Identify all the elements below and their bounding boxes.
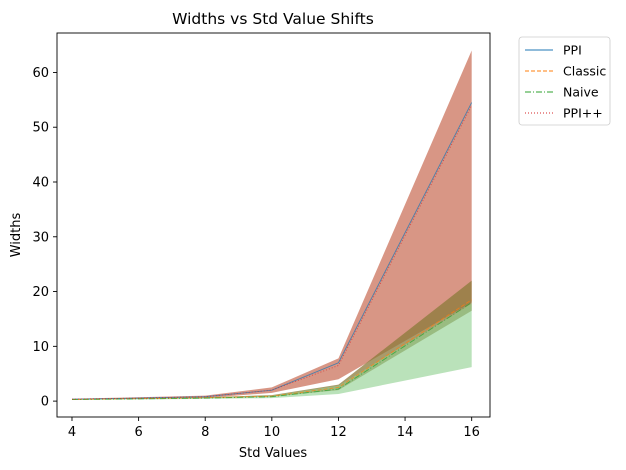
x-tick-label: 6: [134, 425, 142, 440]
legend-label: Naive: [563, 85, 599, 100]
chart-title: Widths vs Std Value Shifts: [172, 10, 374, 28]
legend-frame: [518, 36, 611, 126]
line-ppi: [71, 102, 473, 400]
x-axis-label: Std Values: [239, 446, 307, 461]
plot-frame: [56, 32, 491, 418]
legend-label: PPI++: [563, 106, 603, 121]
y-tick-label: 40: [32, 175, 49, 190]
y-tick-label: 0: [41, 395, 49, 410]
x-tick-label: 16: [463, 425, 480, 440]
y-tick-label: 60: [32, 66, 49, 81]
line-naive: [71, 302, 472, 400]
legend-label: PPI: [563, 43, 582, 58]
y-tick-label: 30: [32, 230, 49, 245]
legend-label: Classic: [563, 64, 606, 79]
tick-labels: 4 6 8 10 12 14 16 0 10 20 30 40 50 60: [32, 66, 480, 440]
legend: PPI Classic Naive PPI++: [518, 36, 611, 126]
y-tick-label: 20: [32, 285, 49, 300]
y-axis-label: Widths: [9, 213, 24, 258]
x-tick-label: 12: [330, 425, 347, 440]
axes: [56, 32, 491, 418]
x-tick-label: 8: [201, 425, 209, 440]
x-tick-label: 14: [397, 425, 414, 440]
x-tick-label: 10: [264, 425, 281, 440]
series-lines: [71, 102, 473, 400]
y-tick-label: 50: [32, 121, 49, 136]
y-tick-label: 10: [32, 340, 49, 355]
x-tick-label: 4: [68, 425, 76, 440]
confidence-bands: [71, 50, 472, 401]
band-naive: [71, 303, 472, 401]
band-ppi: [71, 50, 472, 400]
